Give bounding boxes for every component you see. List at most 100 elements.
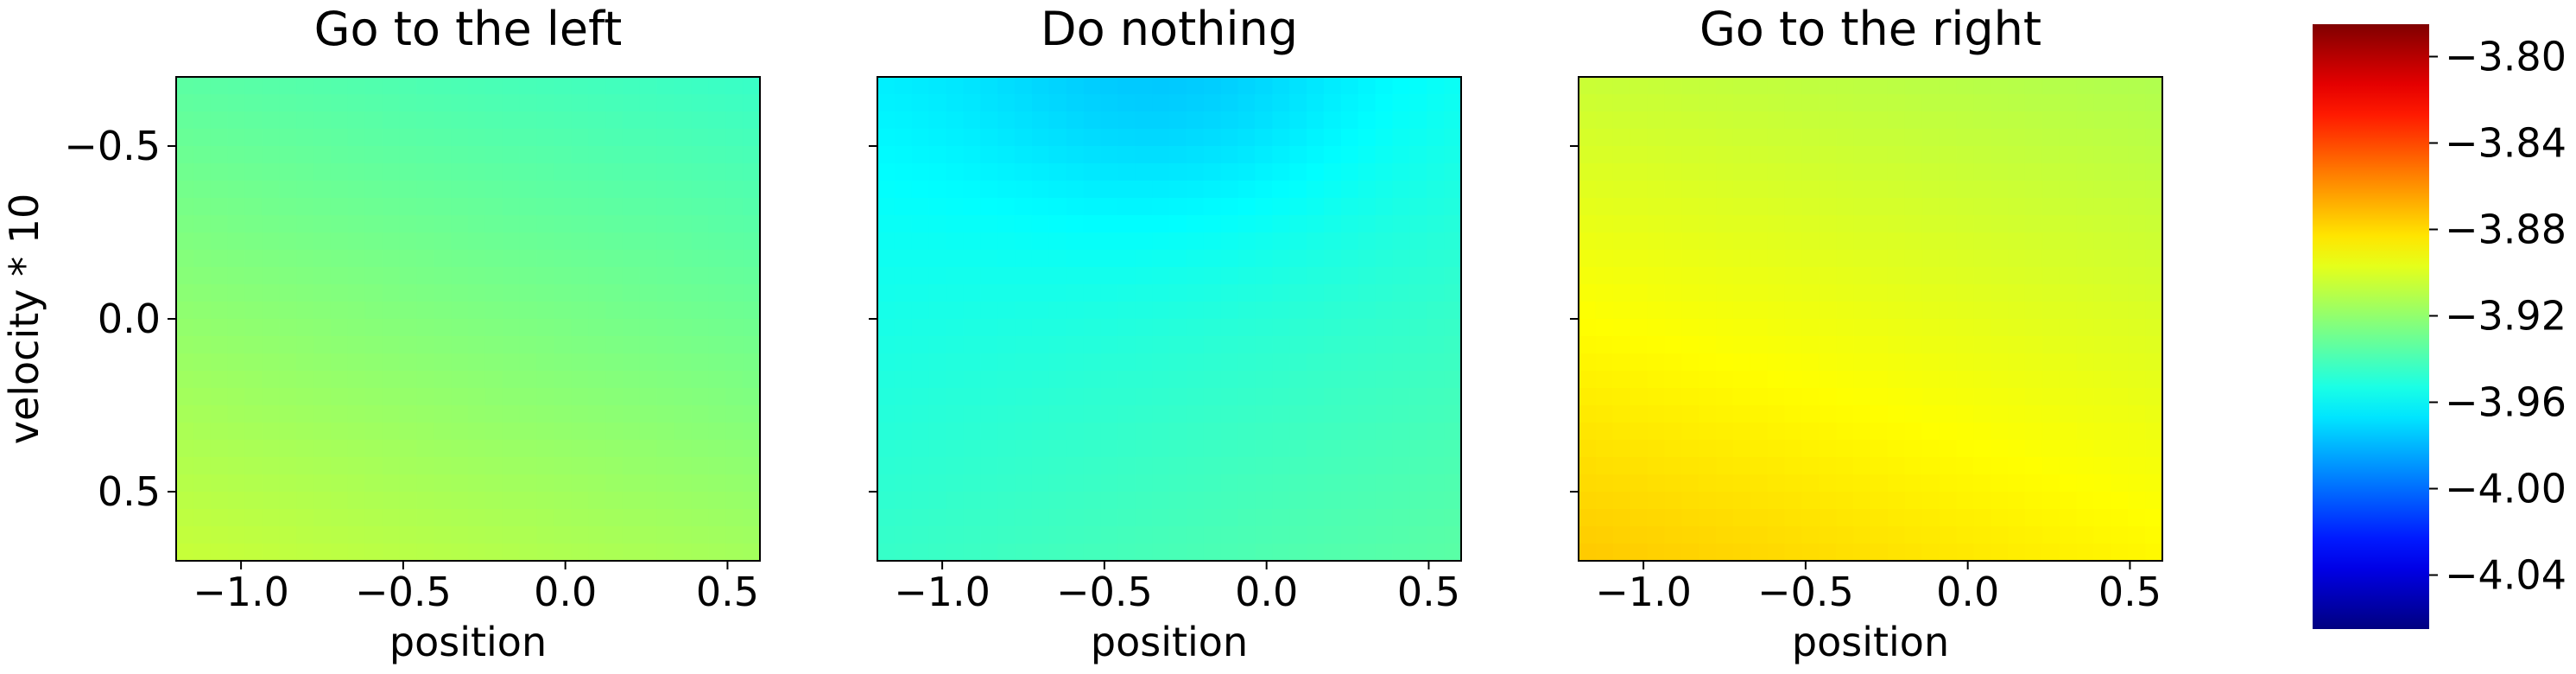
heatmap-cell: [1427, 163, 1445, 181]
heatmap-cell: [1289, 129, 1307, 147]
heatmap-cell: [2145, 336, 2163, 354]
heatmap-cell: [997, 423, 1016, 441]
heatmap-cell: [1272, 129, 1290, 147]
heatmap-cell: [1135, 215, 1153, 233]
heatmap-cell: [691, 371, 710, 389]
heatmap-cell: [1392, 544, 1411, 562]
heatmap-cell: [1135, 302, 1153, 320]
heatmap-cell: [382, 267, 401, 285]
heatmap-cell: [1031, 405, 1050, 423]
heatmap-cell: [708, 353, 727, 372]
heatmap-cell: [708, 405, 727, 423]
heatmap-cell: [1048, 388, 1067, 406]
heatmap-cell: [1699, 250, 1717, 268]
heatmap-cell: [1595, 457, 1614, 475]
heatmap-cell: [2111, 319, 2130, 337]
heatmap-cell: [674, 492, 693, 510]
heatmap-cell: [1392, 232, 1411, 251]
heatmap-cell: [1784, 371, 1803, 389]
heatmap-cell: [1152, 544, 1170, 562]
heatmap-cell: [1375, 371, 1394, 389]
heatmap-cell: [1186, 353, 1205, 372]
heatmap-cell: [1409, 129, 1428, 147]
heatmap-cell: [399, 215, 418, 233]
heatmap-cell: [1237, 457, 1256, 475]
heatmap-cell: [2111, 250, 2130, 268]
heatmap-cell: [468, 371, 486, 389]
heatmap-cell: [877, 146, 896, 164]
heatmap-cell: [1307, 440, 1325, 458]
heatmap-cell: [1716, 353, 1734, 372]
heatmap-cell: [451, 336, 469, 354]
heatmap-cell: [347, 423, 366, 441]
heatmap-cell: [928, 267, 947, 285]
heatmap-cell: [1767, 457, 1786, 475]
heatmap-cell: [639, 388, 658, 406]
colorbar-tick-label: −4.00: [2445, 466, 2567, 512]
heatmap-cell: [519, 181, 538, 199]
heatmap-cell: [1973, 215, 1991, 233]
heatmap-cell: [468, 111, 486, 130]
heatmap-cell: [262, 215, 281, 233]
heatmap-cell: [1340, 232, 1359, 251]
heatmap-cell: [605, 371, 623, 389]
heatmap-cell: [743, 492, 761, 510]
heatmap-cell: [1956, 111, 1975, 130]
heatmap-cell: [1135, 232, 1153, 251]
heatmap-cell: [176, 129, 194, 147]
heatmap-cell: [1595, 405, 1614, 423]
heatmap-cell: [347, 250, 366, 268]
heatmap-cell: [1307, 509, 1325, 527]
heatmap-cell: [997, 405, 1016, 423]
heatmap-cell: [2145, 526, 2163, 544]
heatmap-cell: [176, 198, 194, 216]
heatmap-cell: [1595, 526, 1614, 544]
heatmap-cell: [1307, 319, 1325, 337]
heatmap-cell: [399, 526, 418, 544]
heatmap-cell: [554, 474, 573, 493]
heatmap-cell: [911, 509, 930, 527]
heatmap-cell: [656, 198, 675, 216]
heatmap-cell: [1323, 284, 1342, 302]
heatmap-cell: [399, 94, 418, 112]
heatmap-cell: [1409, 284, 1428, 302]
heatmap-cell: [364, 544, 383, 562]
heatmap-cell: [451, 440, 469, 458]
heatmap-cell: [1031, 94, 1050, 112]
heatmap-cell: [1595, 336, 1614, 354]
heatmap-cell: [1767, 302, 1786, 320]
heatmap-cell: [1784, 423, 1803, 441]
heatmap-cell: [1716, 232, 1734, 251]
heatmap-cell: [416, 198, 435, 216]
heatmap-cell: [1612, 440, 1631, 458]
heatmap-cell: [1066, 319, 1085, 337]
heatmap-cell: [1647, 284, 1666, 302]
y-axis-ticks: [869, 145, 877, 493]
colorbar-tick-label: −4.04: [2445, 552, 2567, 599]
heatmap-cell: [1921, 111, 1940, 130]
heatmap-cell: [554, 267, 573, 285]
heatmap-cell: [484, 492, 503, 510]
heatmap-cell: [1819, 77, 1838, 95]
heatmap-cell: [210, 302, 229, 320]
heatmap-cell: [364, 509, 383, 527]
heatmap-cell: [399, 371, 418, 389]
heatmap-cell: [622, 77, 641, 95]
heatmap-cell: [279, 284, 297, 302]
heatmap-cell: [674, 284, 693, 302]
heatmap-cell: [997, 440, 1016, 458]
heatmap-cell: [946, 267, 965, 285]
heatmap-cell: [2128, 509, 2146, 527]
heatmap-cell: [725, 250, 744, 268]
heatmap-cell: [725, 267, 744, 285]
heatmap-cell: [588, 146, 606, 164]
heatmap-cell: [244, 181, 263, 199]
heatmap-cell: [244, 284, 263, 302]
heatmap-cell: [997, 284, 1016, 302]
heatmap-cell: [1612, 250, 1631, 268]
heatmap-cell: [1870, 457, 1889, 475]
heatmap-cell: [946, 111, 965, 130]
heatmap-cell: [1887, 267, 1906, 285]
heatmap-cell: [1323, 544, 1342, 562]
heatmap-cell: [1066, 77, 1085, 95]
